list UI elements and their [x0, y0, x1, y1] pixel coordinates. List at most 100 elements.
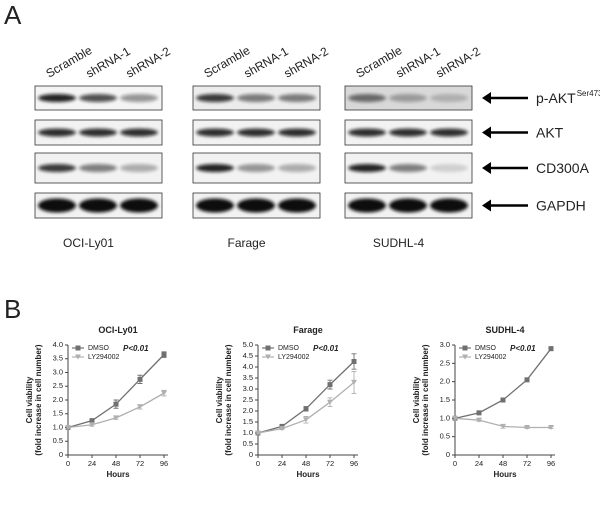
legend-marker	[265, 345, 271, 351]
y-tick-label: 2.5	[440, 358, 450, 367]
band	[278, 128, 316, 137]
y-tick-label: 4.5	[243, 351, 253, 360]
data-point	[351, 379, 357, 385]
data-point	[113, 401, 119, 407]
band	[38, 164, 76, 172]
protein-label: GAPDH	[536, 198, 586, 214]
x-tick-label: 96	[350, 459, 358, 468]
y-axis-label: Cell viability	[25, 376, 34, 423]
legend-label: LY294002	[278, 354, 310, 361]
band	[237, 164, 275, 172]
x-tick-label: 72	[326, 459, 334, 468]
data-point	[476, 417, 482, 423]
chart-title: Farage	[293, 325, 323, 335]
band	[38, 94, 76, 102]
protein-label: CD300A	[536, 160, 590, 176]
x-tick-label: 24	[475, 459, 483, 468]
y-tick-label: 0.5	[440, 432, 450, 441]
protein-superscript: Ser473	[577, 89, 600, 98]
panel-label: A	[4, 0, 22, 30]
data-point	[161, 390, 167, 396]
arrow-head	[482, 199, 491, 212]
band	[389, 164, 427, 172]
x-tick-label: 48	[302, 459, 310, 468]
y-tick-label: 0	[249, 450, 253, 459]
y-tick-label: 2.0	[243, 406, 253, 415]
data-point	[255, 430, 261, 436]
legend-marker	[462, 354, 468, 360]
x-tick-label: 48	[112, 459, 120, 468]
band	[430, 128, 468, 137]
band	[237, 94, 275, 102]
data-point	[113, 415, 119, 421]
legend-marker	[265, 354, 271, 360]
x-tick-label: 48	[499, 459, 507, 468]
arrow-head	[482, 126, 491, 139]
band	[348, 128, 386, 137]
data-point	[65, 425, 71, 430]
protein-label: AKT	[536, 125, 564, 141]
band	[79, 164, 117, 172]
x-tick-label: 24	[278, 459, 286, 468]
band	[79, 198, 117, 213]
band	[430, 94, 468, 102]
data-point	[89, 422, 95, 428]
data-point	[161, 352, 167, 358]
legend-label: DMSO	[278, 345, 300, 352]
annotation: P<0.01	[313, 344, 339, 353]
band	[237, 128, 275, 137]
legend-marker	[75, 345, 81, 351]
y-axis-label: (fold increase in cell number)	[34, 344, 43, 455]
data-point	[351, 359, 357, 364]
y-tick-label: 0	[59, 450, 63, 459]
x-axis-label: Hours	[296, 470, 320, 479]
data-point	[452, 415, 458, 421]
data-point	[500, 423, 506, 429]
band	[38, 128, 76, 137]
y-tick-label: 1.5	[243, 417, 253, 426]
data-point	[303, 417, 309, 423]
data-point	[476, 410, 482, 416]
y-tick-label: 1.5	[440, 395, 450, 404]
lane-label: shRNA-2	[434, 44, 483, 81]
lane-label: shRNA-2	[282, 44, 331, 81]
series-line	[67, 392, 165, 429]
y-tick-label: 1.0	[53, 422, 63, 431]
band	[120, 94, 158, 102]
band	[348, 164, 386, 172]
x-tick-label: 0	[256, 459, 260, 468]
data-point	[303, 406, 309, 412]
chart-title: SUDHL-4	[485, 325, 524, 335]
data-point	[279, 426, 285, 432]
y-tick-label: 4.0	[53, 340, 63, 349]
legend-label: LY294002	[475, 354, 507, 361]
band	[79, 94, 117, 102]
data-point	[327, 399, 333, 405]
x-tick-label: 96	[160, 459, 168, 468]
y-tick-label: 1.5	[53, 409, 63, 418]
y-tick-label: 5.0	[243, 340, 253, 349]
band	[196, 128, 234, 137]
legend-label: DMSO	[88, 345, 110, 352]
x-tick-label: 0	[453, 459, 457, 468]
band	[278, 94, 316, 102]
y-tick-label: 2.5	[243, 395, 253, 404]
band	[430, 164, 468, 172]
arrow-head	[482, 162, 491, 174]
legend-marker	[462, 345, 468, 351]
chart-title: OCI-Ly01	[98, 325, 137, 335]
band	[196, 164, 234, 172]
y-tick-label: 3.5	[53, 354, 63, 363]
y-axis-label: Cell viability	[412, 376, 421, 423]
y-tick-label: 3.0	[440, 340, 450, 349]
band	[79, 128, 117, 137]
band	[278, 198, 316, 213]
band	[120, 198, 158, 213]
y-axis-label: (fold increase in cell number)	[421, 344, 430, 455]
x-tick-label: 0	[66, 459, 70, 468]
band	[38, 198, 76, 213]
cell-line-label: OCI-Ly01	[63, 236, 114, 250]
cell-line-label: SUDHL-4	[373, 236, 425, 250]
legend-label: LY294002	[88, 354, 120, 361]
